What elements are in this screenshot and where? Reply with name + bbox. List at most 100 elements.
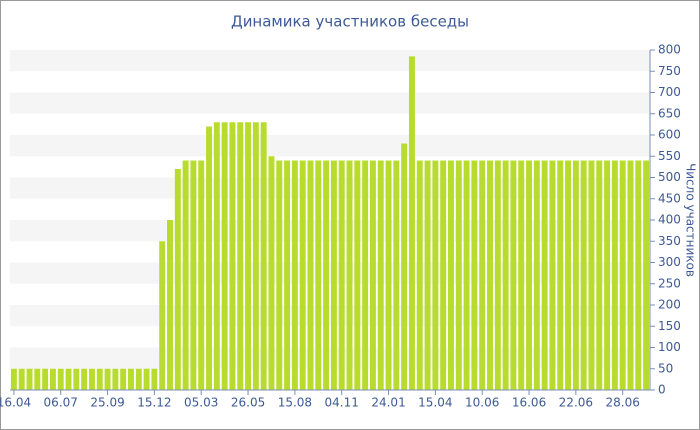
bar (354, 160, 361, 390)
x-tick-label: 22.06 (559, 396, 593, 410)
bar (416, 160, 423, 390)
bar (73, 368, 80, 390)
bar (18, 368, 25, 390)
y-tick-label: 300 (658, 255, 681, 269)
x-tick-label: 04.11 (325, 396, 359, 410)
bar (526, 160, 532, 390)
bar (643, 160, 650, 390)
chart-title: Динамика участников беседы (231, 13, 469, 31)
bar (580, 160, 587, 390)
bar (245, 122, 252, 390)
y-tick-label: 0 (658, 383, 666, 397)
bar (604, 160, 611, 390)
bar (330, 160, 337, 390)
bar (463, 160, 470, 390)
bar (190, 160, 197, 390)
bar (424, 160, 431, 390)
bar (182, 160, 189, 390)
bar (518, 160, 525, 390)
bar (338, 160, 345, 390)
bar (237, 122, 244, 390)
x-tick-label: 15.12 (137, 396, 171, 410)
bar (502, 160, 509, 390)
bar (510, 160, 517, 390)
bar (533, 160, 540, 390)
grid-band (10, 135, 650, 157)
x-tick-label: 28.06 (606, 396, 640, 410)
bar (635, 160, 642, 390)
bar (471, 160, 478, 390)
bar (26, 368, 33, 390)
grid-band (10, 92, 650, 114)
bar (596, 160, 603, 390)
bar (88, 368, 95, 390)
bar (385, 160, 392, 390)
bar (362, 160, 369, 390)
bar (479, 160, 486, 390)
bar (57, 368, 64, 390)
bar (213, 122, 220, 390)
bar (611, 160, 618, 390)
bar (627, 160, 634, 390)
bar (96, 368, 103, 390)
grid-band (10, 50, 650, 72)
bar (42, 368, 49, 390)
bar (408, 56, 415, 390)
bar (167, 220, 173, 390)
y-tick-label: 650 (658, 106, 681, 120)
bar (572, 160, 579, 390)
bar (346, 160, 353, 390)
y-tick-label: 200 (658, 298, 681, 312)
bar (323, 160, 330, 390)
bar (143, 368, 150, 390)
bar (440, 160, 447, 390)
y-tick-label: 450 (658, 191, 681, 205)
bar (455, 160, 462, 390)
bar (369, 160, 376, 390)
bar (284, 160, 291, 390)
bar (448, 160, 454, 390)
bar (135, 368, 142, 390)
y-tick-label: 750 (658, 64, 681, 78)
x-tick-label: 16.04 (0, 396, 31, 410)
bar (588, 160, 595, 390)
bar (120, 368, 127, 390)
y-tick-label: 600 (658, 128, 681, 142)
x-tick-label: 25.09 (90, 396, 124, 410)
y-tick-label: 250 (658, 276, 681, 290)
bar (104, 368, 111, 390)
bar (557, 160, 564, 390)
bar (260, 122, 267, 390)
bar (65, 368, 72, 390)
x-tick-label: 10.06 (465, 396, 499, 410)
x-tick-label: 05.03 (184, 396, 218, 410)
bar (252, 122, 259, 390)
x-tick-label: 15.08 (278, 396, 312, 410)
bar (198, 160, 205, 390)
bar (81, 368, 88, 390)
bar (487, 160, 493, 390)
bar (10, 368, 17, 390)
bar (549, 160, 556, 390)
bar (494, 160, 501, 390)
y-tick-label: 500 (658, 170, 681, 184)
bar (291, 160, 298, 390)
x-tick-label: 24.01 (371, 396, 405, 410)
x-tick-label: 26.05 (231, 396, 265, 410)
bar (112, 368, 119, 390)
y-tick-label: 100 (658, 340, 681, 354)
x-tick-label: 06.07 (44, 396, 78, 410)
bar (565, 160, 572, 390)
bar (268, 156, 275, 390)
bar (221, 122, 228, 390)
bar (401, 143, 408, 390)
y-tick-label: 350 (658, 234, 681, 248)
bar (229, 122, 236, 390)
y-tick-label: 150 (658, 319, 681, 333)
bar (174, 169, 181, 390)
x-tick-label: 15.04 (418, 396, 452, 410)
bar (151, 368, 158, 390)
y-tick-label: 700 (658, 85, 681, 99)
bar (307, 160, 314, 390)
